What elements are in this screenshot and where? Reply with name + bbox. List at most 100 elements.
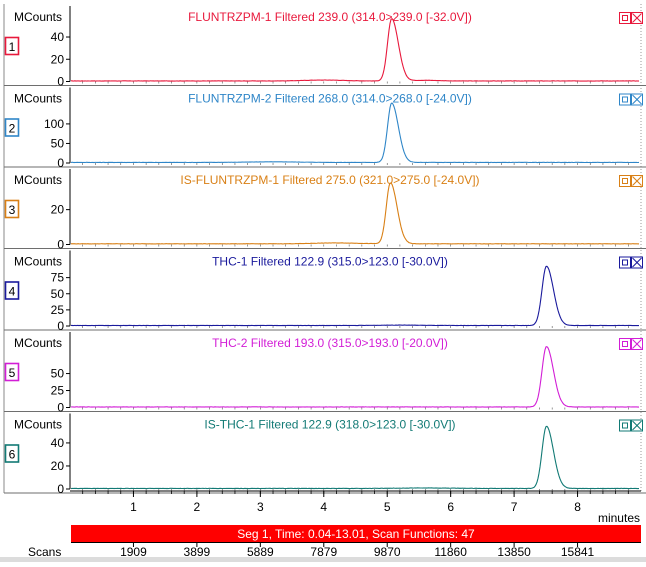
trace-index-box <box>4 199 20 219</box>
window-bottom-edge <box>0 557 646 562</box>
chromatogram-trace <box>70 425 639 490</box>
chromatogram-trace <box>70 18 640 82</box>
scans-label: Scans <box>28 545 61 559</box>
close-trace-icon[interactable] <box>631 419 643 432</box>
y-tick-label: 25 <box>51 303 65 317</box>
close-icon-stroke-b <box>632 339 642 349</box>
maximize-trace-icon[interactable] <box>619 256 631 269</box>
time-tick-label: 1 <box>130 500 137 514</box>
close-trace-icon[interactable] <box>631 338 643 350</box>
y-tick-label: 40 <box>51 436 65 450</box>
trace-index-number: 1 <box>9 40 16 54</box>
close-trace-icon[interactable] <box>631 12 643 24</box>
trace-panel-2: MCounts 0 50 100 2 FLUNTRZPM-2 Filtered 268.0… <box>4 87 646 170</box>
scan-value: 5889 <box>247 545 274 559</box>
time-tick-label: 7 <box>511 500 518 514</box>
y-tick-label: 0 <box>57 75 64 89</box>
trace-panel-3: MCounts 0 20 3 IS-FLUNTRZPM-1 Filtered 275.0… <box>4 169 646 252</box>
y-axis-label: MCounts <box>14 336 62 350</box>
y-axis-label: MCounts <box>14 10 62 24</box>
y-axis-label: MCounts <box>14 173 62 187</box>
scan-value: 11860 <box>434 545 467 559</box>
scan-value: 13850 <box>497 545 531 559</box>
maximize-icon-frame <box>619 93 631 106</box>
trace-index-number: 5 <box>9 366 16 380</box>
maximize-icon-inner <box>622 422 628 429</box>
trace-index-badge[interactable]: 4 <box>4 281 20 300</box>
maximize-icon-inner <box>622 178 628 184</box>
time-axis: 1 2 3 4 5 6 7 8 minutes <box>70 490 641 525</box>
trace-index-box <box>4 444 20 463</box>
time-tick-label: 8 <box>574 500 581 514</box>
close-icon-stroke-b <box>632 257 642 268</box>
trace-index-badge[interactable]: 5 <box>4 362 20 382</box>
close-trace-icon[interactable] <box>631 256 643 269</box>
segment-bar-text: Seg 1, Time: 0.04-13.01, Scan Functions:… <box>237 527 475 541</box>
maximize-trace-icon[interactable] <box>619 419 631 432</box>
scan-value: 3899 <box>184 545 211 559</box>
trace-index-badge[interactable]: 3 <box>4 199 20 219</box>
maximize-icon-frame <box>619 175 631 187</box>
y-axis-label: MCounts <box>14 92 62 106</box>
trace-index-number: 2 <box>9 122 16 136</box>
maximize-trace-icon[interactable] <box>619 338 631 350</box>
y-tick-label: 50 <box>51 367 65 381</box>
y-tick-label: 100 <box>44 117 64 131</box>
maximize-icon-inner <box>622 15 628 21</box>
close-icon-stroke-b <box>632 94 642 105</box>
y-tick-label: 0 <box>57 482 64 496</box>
y-tick-label: 75 <box>51 271 65 285</box>
trace-title: FLUNTRZPM-2 Filtered 268.0 (314.0>268.0 … <box>188 92 472 106</box>
chromatogram-trace <box>70 265 640 327</box>
trace-title: IS-THC-1 Filtered 122.9 (318.0>123.0 [-3… <box>204 418 455 432</box>
y-tick-label: 0 <box>57 238 64 252</box>
trace-index-badge[interactable]: 6 <box>4 444 20 463</box>
maximize-trace-icon[interactable] <box>619 93 631 106</box>
y-tick-label: 20 <box>51 203 65 217</box>
close-icon-stroke-b <box>632 176 642 186</box>
trace-panel-5: MCounts 0 25 50 5 THC-2 Filtered 193.0 (315.0… <box>4 332 646 415</box>
trace-index-badge[interactable]: 1 <box>4 36 20 56</box>
scan-value: 15841 <box>561 545 595 559</box>
maximize-icon-frame <box>619 338 631 350</box>
trace-index-badge[interactable]: 2 <box>4 118 20 137</box>
close-icon-stroke-b <box>632 13 642 23</box>
segment-bar-fill <box>71 525 641 542</box>
time-tick-label: 4 <box>320 500 327 514</box>
trace-index-number: 6 <box>9 448 16 462</box>
maximize-icon-frame <box>619 419 631 432</box>
trace-panel-4: MCounts 0 25 50 75 4 THC-1 Filtered 122.9 (315… <box>4 250 646 333</box>
y-axis-label: MCounts <box>14 255 62 269</box>
maximize-trace-icon[interactable] <box>619 12 631 24</box>
time-tick-label: 3 <box>257 500 264 514</box>
y-tick-label: 50 <box>51 287 65 301</box>
scan-value: 9870 <box>374 545 401 559</box>
chromatogram-trace <box>70 346 640 408</box>
maximize-icon-frame <box>619 256 631 269</box>
maximize-icon-inner <box>622 96 628 103</box>
y-tick-label: 25 <box>51 384 65 398</box>
y-tick-label: 20 <box>51 459 65 473</box>
maximize-icon-frame <box>619 12 631 24</box>
time-axis-label: minutes <box>598 511 640 525</box>
chromatogram-trace <box>70 102 640 164</box>
segment-bar[interactable]: Seg 1, Time: 0.04-13.01, Scan Functions:… <box>71 525 641 543</box>
close-trace-icon[interactable] <box>631 93 643 106</box>
maximize-icon-inner <box>622 259 628 266</box>
trace-panel-1: MCounts 0 20 40 1 FLUNTRZPM-1 Filtered 239.0 … <box>4 6 646 89</box>
trace-title: THC-2 Filtered 193.0 (315.0>193.0 [-20.0… <box>212 336 448 350</box>
trace-title: FLUNTRZPM-1 Filtered 239.0 (314.0>239.0 … <box>188 10 472 24</box>
trace-panel-6: MCounts 0 20 40 6 IS-THC-1 Filtered 122.9 (31… <box>4 413 646 496</box>
scans-row: Scans 1909 3899 5889 7879 9870 11860 13850 15841 <box>28 543 595 559</box>
time-tick-label: 2 <box>194 500 201 514</box>
time-tick-label: 5 <box>384 500 391 514</box>
trace-index-box <box>4 281 20 300</box>
close-trace-icon[interactable] <box>631 175 643 187</box>
y-tick-label: 0 <box>57 156 64 170</box>
y-tick-label: 0 <box>57 401 64 415</box>
y-tick-label: 0 <box>57 319 64 333</box>
maximize-trace-icon[interactable] <box>619 175 631 187</box>
trace-index-box <box>4 362 20 382</box>
